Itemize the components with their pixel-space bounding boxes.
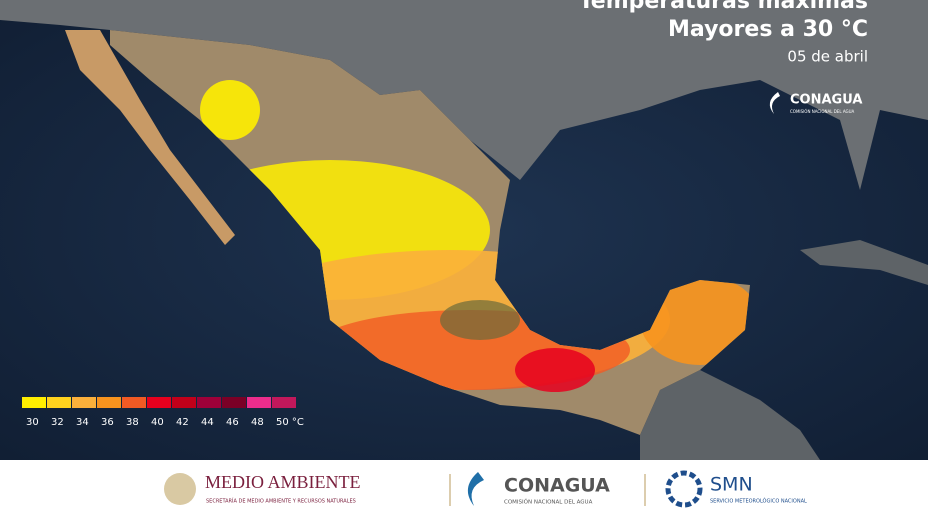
- map-title: Temperaturas máximas: [579, 0, 868, 14]
- legend-swatch: [122, 397, 146, 408]
- conagua-footer-icon: [467, 472, 484, 506]
- legend-swatch: [97, 397, 121, 408]
- legend-tick-label: 38: [126, 417, 139, 428]
- smn-name: SMN: [710, 474, 753, 496]
- central-america-land: [640, 370, 820, 460]
- map: Temperaturas máximas Mayores a 30 °C 05 …: [0, 0, 928, 460]
- usa-land: [0, 0, 928, 190]
- legend-tick-label: 32: [51, 417, 64, 428]
- cuba-land: [800, 240, 928, 285]
- conagua-name: CONAGUA: [504, 475, 610, 497]
- legend-swatch: [247, 397, 271, 408]
- legend-tick-label: 46: [226, 417, 239, 428]
- legend-swatch: [197, 397, 221, 408]
- conagua-icon: [769, 92, 780, 114]
- legend-tick-label: 44: [201, 417, 214, 428]
- legend-tick-label: 48: [251, 417, 264, 428]
- legend: 30 32 34 36 38 40 42 44 46 48 50 °C: [22, 397, 304, 428]
- legend-tick-label: 30: [26, 417, 39, 428]
- footer-logos: MEDIO AMBIENTE SECRETARÍA DE MEDIO AMBIE…: [164, 470, 807, 508]
- map-subtitle: Mayores a 30 °C: [668, 17, 868, 42]
- semarnat-tagline: SECRETARÍA DE MEDIO AMBIENTE Y RECURSOS …: [206, 498, 356, 505]
- legend-tick-label: 50 °C: [276, 417, 304, 428]
- legend-swatch: [222, 397, 246, 408]
- legend-tick-label: 34: [76, 417, 89, 428]
- legend-tick-label: 42: [176, 417, 189, 428]
- smn-tagline: SERVICIO METEOROLÓGICO NACIONAL: [710, 498, 807, 505]
- legend-swatch: [172, 397, 196, 408]
- legend-tick-label: 40: [151, 417, 164, 428]
- semarnat-name: MEDIO AMBIENTE: [205, 472, 361, 492]
- map-logo-name: CONAGUA: [790, 93, 862, 108]
- legend-swatch: [147, 397, 171, 408]
- smn-emblem: [665, 470, 703, 508]
- legend-tick-label: 36: [101, 417, 114, 428]
- baja-california: [65, 30, 235, 245]
- legend-swatch: [22, 397, 46, 408]
- map-logo-tagline: COMISIÓN NACIONAL DEL AGUA: [790, 109, 855, 114]
- semarnat-emblem: [164, 473, 196, 505]
- map-date: 05 de abril: [787, 48, 868, 66]
- legend-swatch: [72, 397, 96, 408]
- legend-swatch: [47, 397, 71, 408]
- conagua-tagline: COMISIÓN NACIONAL DEL AGUA: [504, 499, 593, 506]
- footer: MEDIO AMBIENTE SECRETARÍA DE MEDIO AMBIE…: [0, 460, 928, 522]
- legend-swatch: [272, 397, 296, 408]
